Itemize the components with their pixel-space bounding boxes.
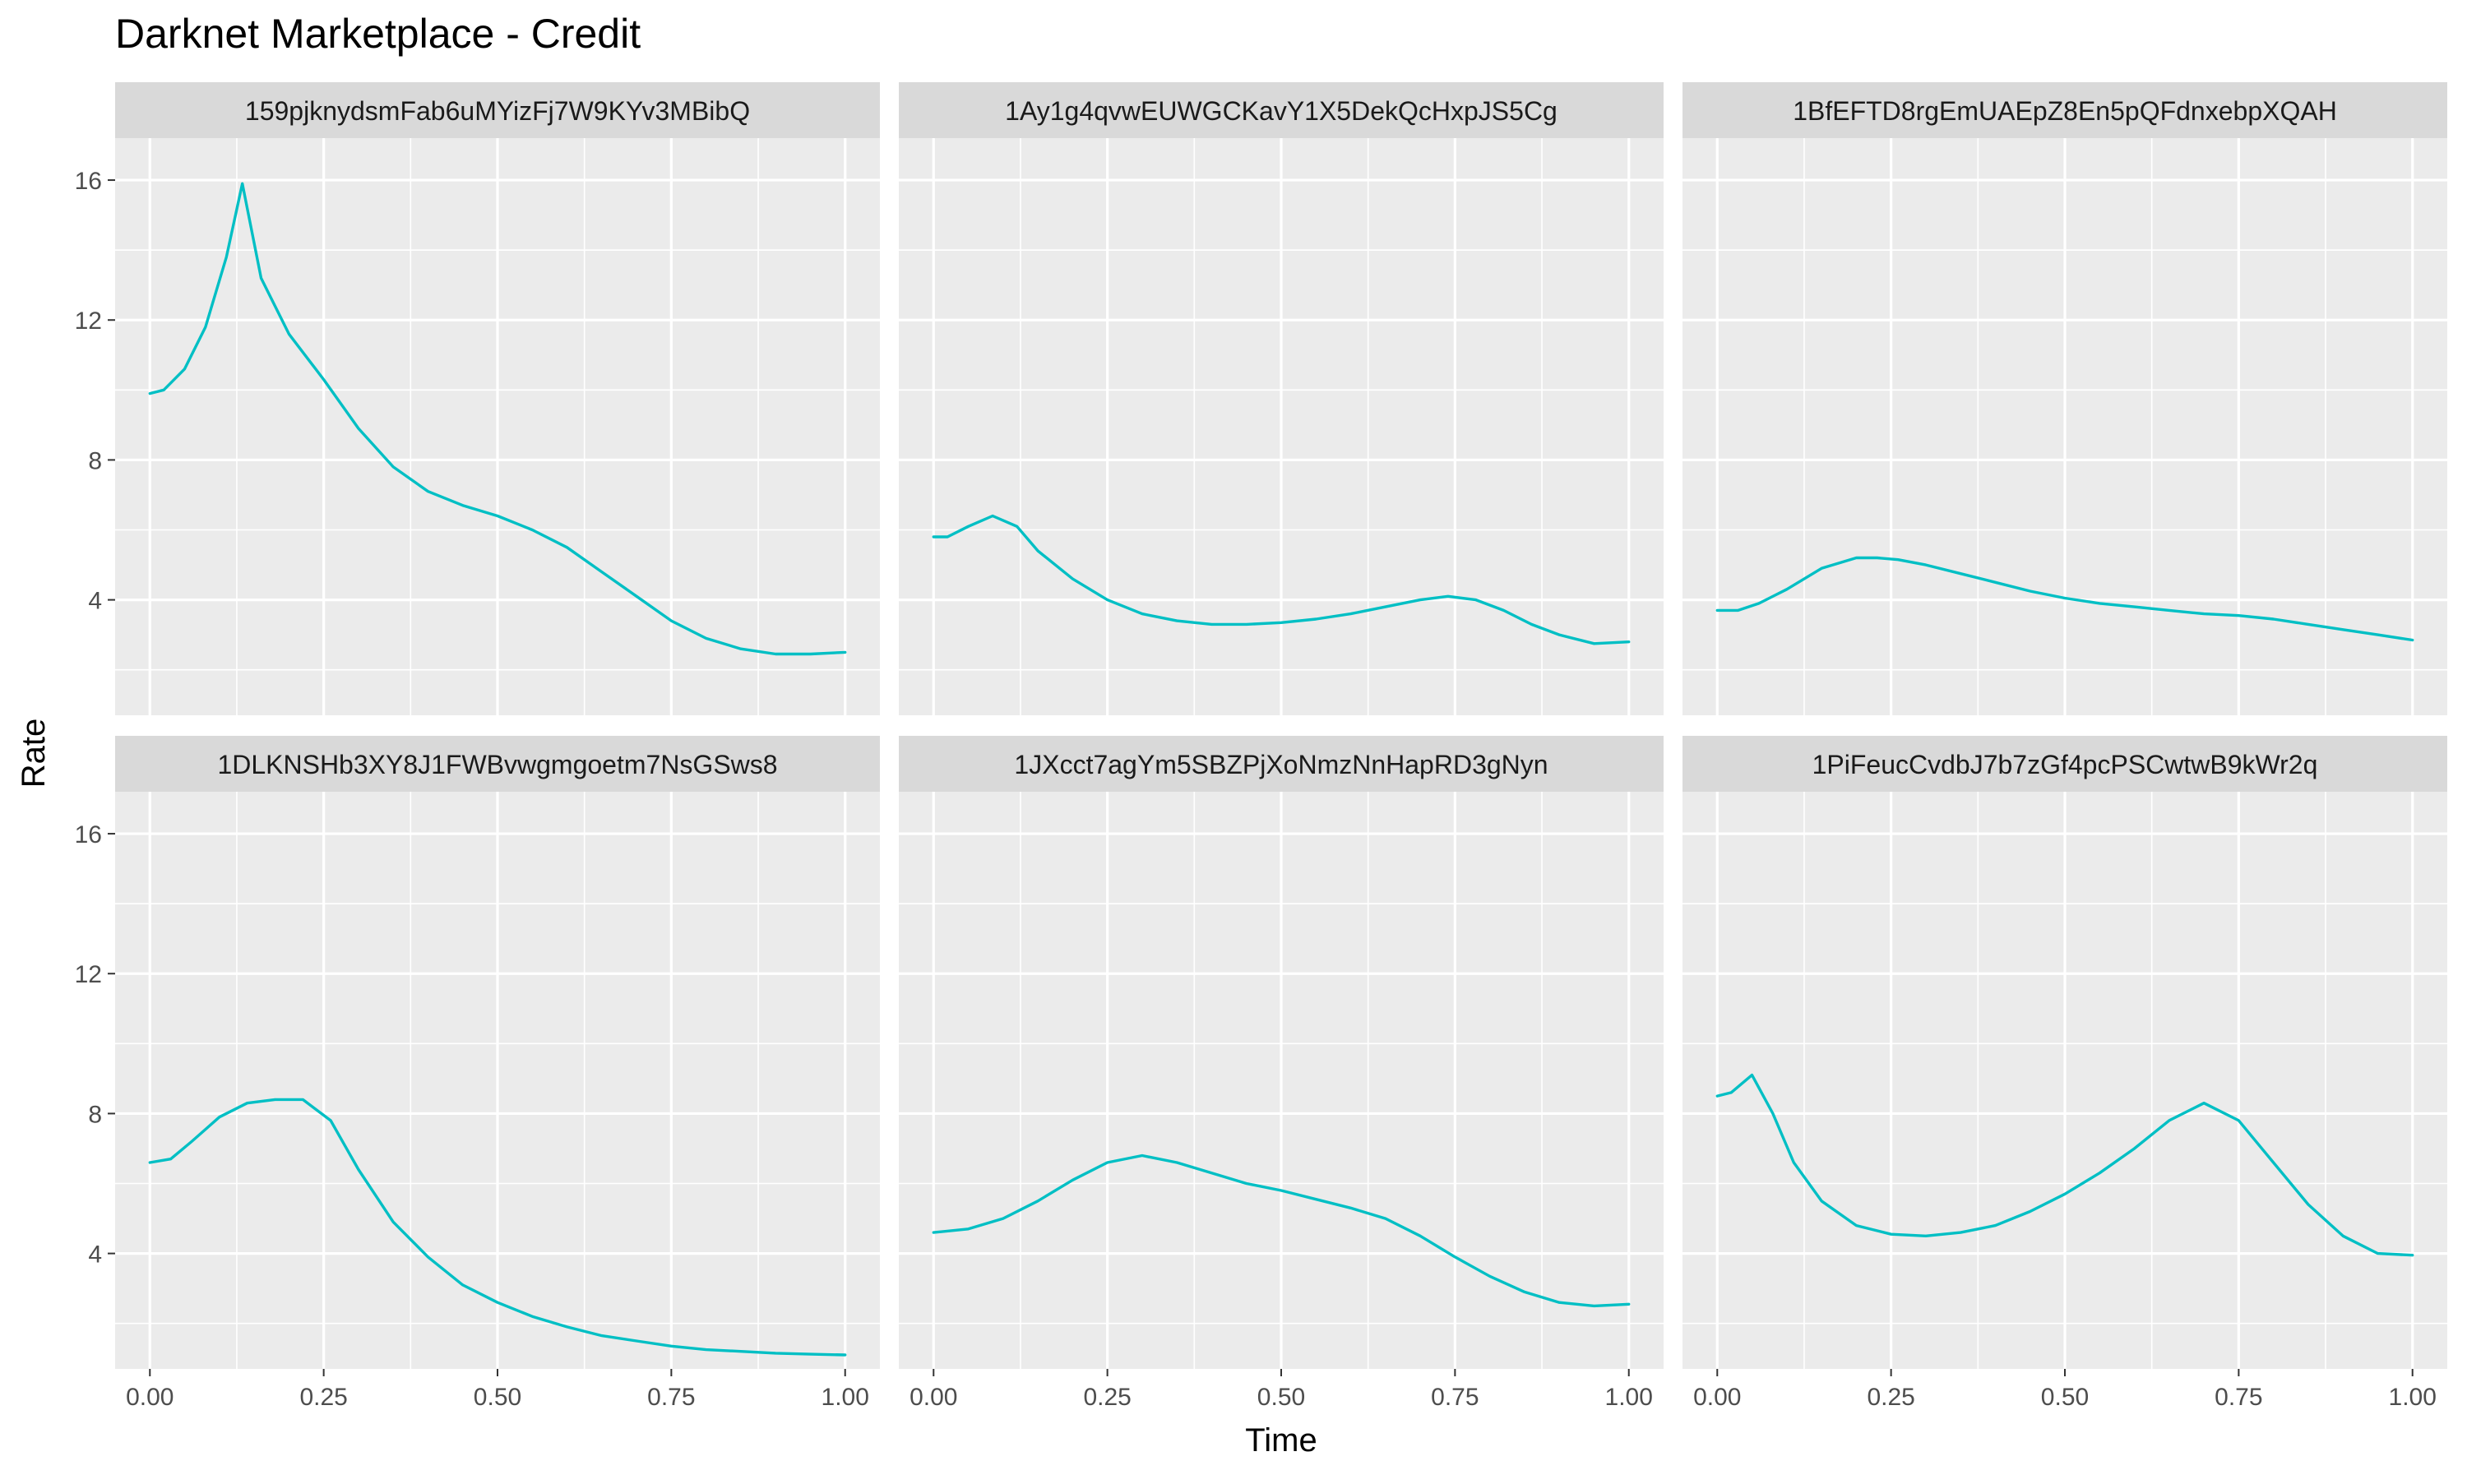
facet-strip-label: 1DLKNSHb3XY8J1FWBvwgmgoetm7NsGSws8 (217, 750, 777, 779)
facet-strip-label: 1Ay1g4qvwEUWGCKavY1X5DekQcHxpJS5Cg (1005, 96, 1557, 126)
series-line (1715, 556, 2414, 642)
series-line (932, 1153, 1631, 1308)
series-line (148, 1098, 847, 1357)
facet-panel: 1DLKNSHb3XY8J1FWBvwgmgoetm7NsGSws8 4 8 12 16… (75, 736, 880, 1411)
x-tick-label: 0.25 (1083, 1384, 1131, 1411)
facet-panel: 1PiFeucCvdbJ7b7zGf4pcPSCwtwB9kWr2q 0.00 0.… (1682, 736, 2447, 1411)
x-tick-label: 0.75 (1431, 1384, 1479, 1411)
x-tick-label: 0.50 (1257, 1384, 1305, 1411)
facet-strip-label: 1BfEFTD8rgEmUAEpZ8En5pQFdnxebpXQAH (1793, 96, 2337, 126)
y-tick-label: 4 (88, 1241, 102, 1269)
x-tick-label: 0.25 (299, 1384, 347, 1411)
y-tick-label: 4 (88, 588, 102, 615)
x-tick-label: 1.00 (2389, 1384, 2437, 1411)
facet-strip-label: 1PiFeucCvdbJ7b7zGf4pcPSCwtwB9kWr2q (1812, 750, 2318, 779)
x-tick-label: 0.00 (1693, 1384, 1741, 1411)
chart-title: Darknet Marketplace - Credit (115, 11, 641, 57)
x-axis-label: Time (1245, 1422, 1317, 1459)
facet-strip (115, 82, 880, 138)
facet-strip-label: 1JXcct7agYm5SBZPjXoNmzNnHapRD3gNyn (1014, 750, 1548, 779)
y-tick-label: 8 (88, 447, 102, 474)
series-line (1715, 1073, 2414, 1257)
y-tick-label: 16 (75, 168, 102, 195)
facet-strip (1682, 82, 2447, 138)
facets-layer: 159pjknydsmFab6uMYizFj7W9KYv3MBibQ 4 8 12 16… (75, 82, 2447, 1411)
facet-strip (899, 736, 1664, 792)
facet-panel: 159pjknydsmFab6uMYizFj7W9KYv3MBibQ 4 8 12 16 (75, 82, 880, 715)
x-tick-label: 0.50 (474, 1384, 521, 1411)
y-axis-label: Rate (16, 719, 52, 788)
x-tick-label: 1.00 (1605, 1384, 1653, 1411)
x-tick-label: 0.00 (126, 1384, 174, 1411)
series-line (148, 182, 847, 656)
facet-panel: 1BfEFTD8rgEmUAEpZ8En5pQFdnxebpXQAH (1682, 82, 2447, 715)
facet-panel: 1Ay1g4qvwEUWGCKavY1X5DekQcHxpJS5Cg (899, 82, 1664, 715)
x-tick-label: 0.25 (1867, 1384, 1914, 1411)
y-tick-label: 12 (75, 307, 102, 335)
x-tick-label: 0.75 (647, 1384, 695, 1411)
facet-strip (115, 736, 880, 792)
x-tick-label: 0.50 (2041, 1384, 2089, 1411)
facet-strip (1682, 736, 2447, 792)
x-tick-label: 0.00 (910, 1384, 957, 1411)
x-tick-label: 1.00 (822, 1384, 869, 1411)
y-tick-label: 8 (88, 1101, 102, 1128)
facet-panel: 1JXcct7agYm5SBZPjXoNmzNnHapRD3gNyn 0.00 0.… (899, 736, 1664, 1411)
series-line (932, 514, 1631, 645)
facet-strip (899, 82, 1664, 138)
y-tick-label: 16 (75, 821, 102, 848)
y-tick-label: 12 (75, 961, 102, 988)
x-tick-label: 0.75 (2215, 1384, 2262, 1411)
facet-strip-label: 159pjknydsmFab6uMYizFj7W9KYv3MBibQ (245, 96, 750, 126)
